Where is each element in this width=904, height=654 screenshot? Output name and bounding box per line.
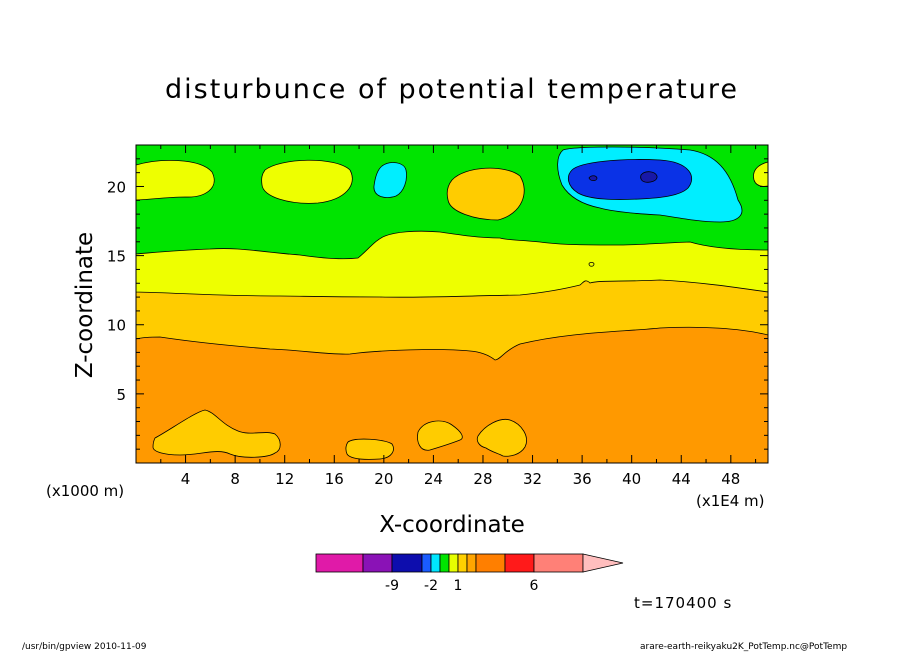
colorbar-segment	[391, 553, 423, 573]
x-tick-label: 28	[473, 470, 492, 488]
x-unit-left: (x1000 m)	[46, 482, 125, 500]
x-tick-label: 16	[325, 470, 344, 488]
colorbar-segment	[533, 553, 584, 573]
colorbar-label: 6	[530, 578, 539, 594]
footer-left: /usr/bin/gpview 2010-11-09	[22, 642, 147, 652]
dark-blue-core	[588, 175, 598, 182]
light-orange-patch	[446, 167, 525, 221]
colorbar-overflow-arrow	[582, 553, 624, 573]
time-label: t=170400 s	[634, 594, 733, 612]
colorbar-segment	[362, 553, 393, 573]
y-tick-label: 20	[107, 178, 126, 196]
x-tick-label: 20	[374, 470, 393, 488]
x-tick-label: 32	[523, 470, 542, 488]
y-tick-label: 5	[116, 386, 126, 404]
x-tick-label: 40	[622, 470, 641, 488]
colorbar-segment	[421, 553, 432, 573]
colorbar-segment	[457, 553, 468, 573]
cyan-patch	[373, 162, 407, 198]
plot-frame	[135, 144, 769, 464]
colorbar-segment	[466, 553, 477, 573]
x-tick-label: 12	[275, 470, 294, 488]
chart-title: disturbunce of potential temperature	[165, 74, 739, 105]
x-axis-label: X-coordinate	[379, 512, 525, 538]
colorbar-segment	[439, 553, 450, 573]
footer-right: arare-earth-reikyaku2K_PotTemp.nc@PotTem…	[640, 642, 848, 652]
x-tick-label: 8	[230, 470, 240, 488]
colorbar-segment	[430, 553, 441, 573]
light-orange-patch	[152, 409, 281, 458]
x-tick-label: 36	[573, 470, 592, 488]
light-orange-patch	[476, 418, 527, 457]
y-axis-label: Z-coordinate	[72, 232, 98, 378]
yellow-patch	[136, 160, 215, 201]
x-unit-right: (x1E4 m)	[696, 492, 765, 510]
light-orange-patch	[345, 438, 394, 460]
colorbar-label: -2	[424, 578, 438, 594]
colorbar-label: 1	[454, 578, 463, 594]
colorbar-segment	[504, 553, 535, 573]
x-tick-label: 48	[721, 470, 740, 488]
x-tick-label: 24	[424, 470, 443, 488]
x-tick-label: 4	[181, 470, 191, 488]
contour-field	[136, 145, 768, 463]
colorbar: -9 -2 1 6	[315, 553, 624, 594]
yellow-dot	[588, 262, 595, 267]
y-tick-label: 10	[107, 317, 126, 335]
light-orange-patch	[417, 420, 463, 451]
field-blue	[567, 159, 693, 200]
x-tick-label: 44	[672, 470, 691, 488]
colorbar-label: -9	[385, 578, 399, 594]
colorbar-segment	[448, 553, 459, 573]
colorbar-segment	[315, 553, 364, 573]
yellow-patch	[261, 159, 353, 204]
colorbar-segment	[475, 553, 506, 573]
dark-blue-core	[640, 171, 658, 183]
y-tick-label: 15	[107, 248, 126, 266]
